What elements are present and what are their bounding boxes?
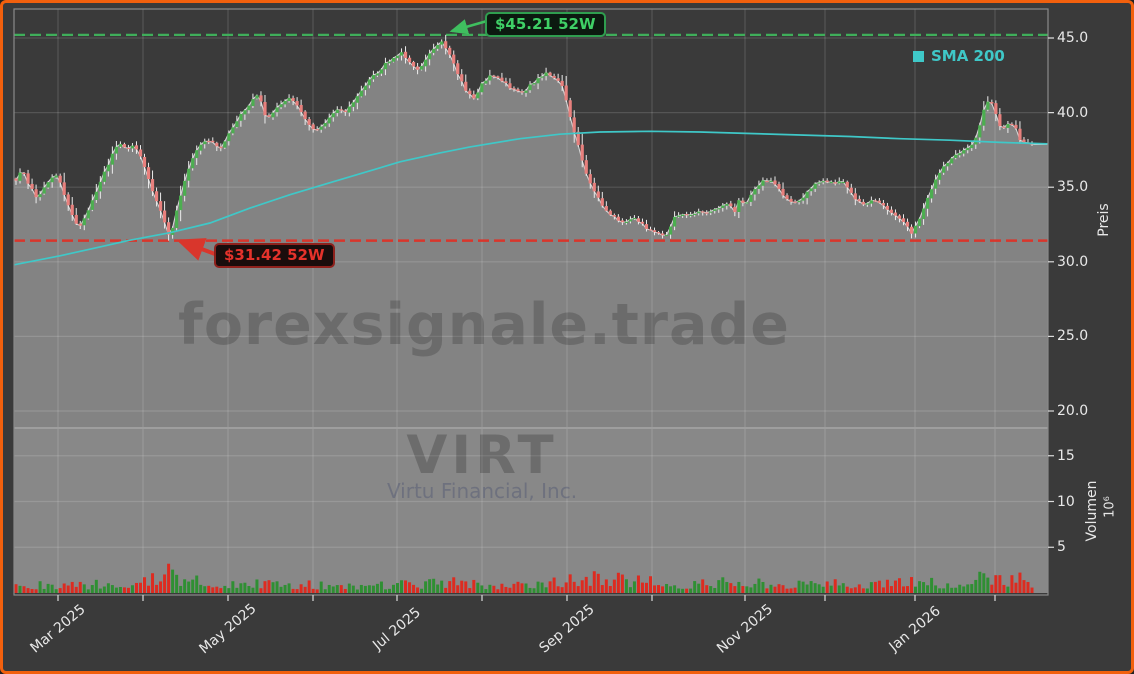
price-tick-label: 20.0 (1057, 403, 1089, 419)
volume-tick-label: 10 (1057, 494, 1075, 510)
price-tick-label: 30.0 (1057, 254, 1089, 270)
low-52w-annotation: $31.42 52W (214, 243, 335, 268)
volume-tick-label: 15 (1057, 448, 1075, 464)
price-axis-title: Preis (1096, 203, 1112, 237)
price-tick-label: 40.0 (1057, 105, 1089, 121)
price-tick-label: 25.0 (1057, 328, 1089, 344)
sma-legend: SMA 200 (913, 47, 1005, 65)
price-tick-label: 45.0 (1057, 30, 1089, 46)
chart-canvas (13, 8, 1054, 601)
sma-swatch-icon (913, 50, 924, 62)
price-tick-label: 35.0 (1057, 179, 1089, 195)
volume-axis-title: Volumen (1084, 480, 1100, 542)
volume-tick-label: 5 (1057, 539, 1066, 555)
sma-legend-label: SMA 200 (931, 47, 1005, 65)
high-52w-annotation: $45.21 52W (485, 12, 606, 37)
